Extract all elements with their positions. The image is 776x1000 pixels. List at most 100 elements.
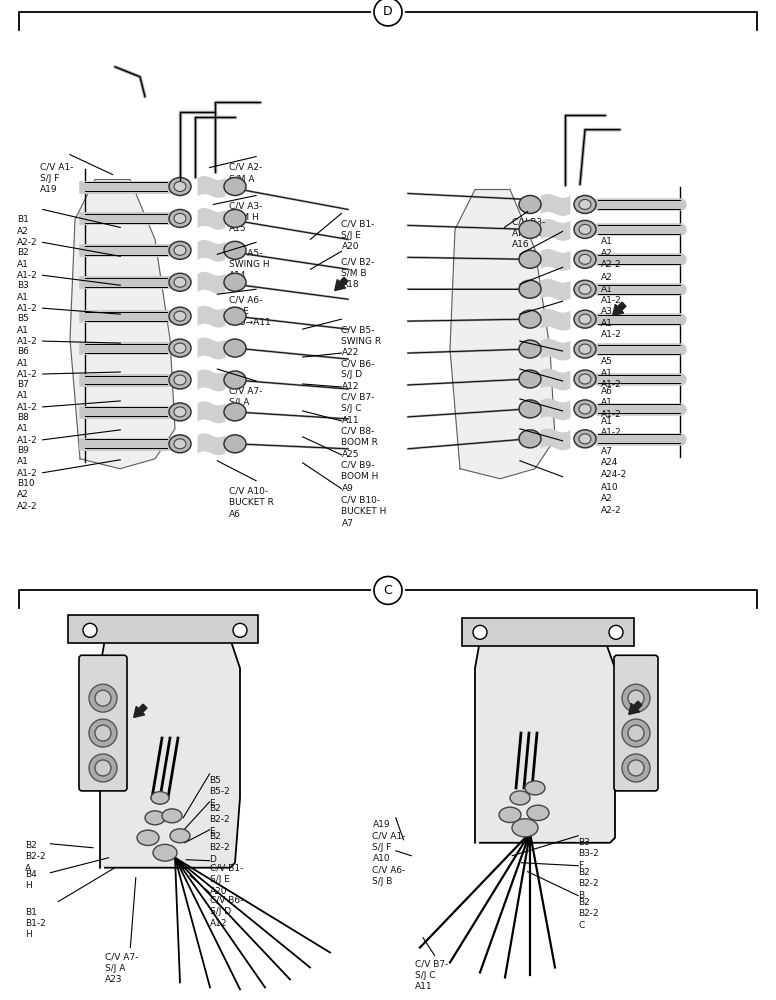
Ellipse shape	[174, 245, 186, 255]
Circle shape	[622, 719, 650, 747]
Text: B6
A1
A1-2: B6 A1 A1-2	[17, 347, 38, 379]
Ellipse shape	[499, 807, 521, 823]
Ellipse shape	[574, 400, 596, 418]
Text: B4
H: B4 H	[25, 870, 36, 890]
Text: C/V B9-
BOOM H
A9: C/V B9- BOOM H A9	[341, 461, 379, 493]
Polygon shape	[450, 189, 555, 479]
Circle shape	[95, 690, 111, 706]
Circle shape	[233, 623, 247, 637]
Ellipse shape	[519, 195, 541, 213]
Text: C/V A2-
S/M A
A17: C/V A2- S/M A A17	[229, 163, 262, 194]
Ellipse shape	[224, 371, 246, 389]
Circle shape	[374, 576, 402, 604]
Text: C/V B10-
BUCKET H
A7: C/V B10- BUCKET H A7	[341, 496, 386, 528]
Ellipse shape	[174, 213, 186, 223]
Text: A2
A1
A1-2: A2 A1 A1-2	[601, 273, 622, 305]
Ellipse shape	[224, 307, 246, 325]
FancyArrow shape	[334, 277, 348, 291]
Ellipse shape	[162, 809, 182, 823]
Text: B2
B2-2
B: B2 B2-2 B	[578, 868, 599, 900]
Ellipse shape	[574, 195, 596, 213]
Text: B10
A2
A2-2: B10 A2 A2-2	[17, 479, 38, 511]
Text: A10
C/V A6-
S/J B: A10 C/V A6- S/J B	[372, 854, 406, 886]
Circle shape	[628, 760, 644, 776]
Text: B8
A1
A1-2: B8 A1 A1-2	[17, 413, 38, 445]
Ellipse shape	[169, 339, 191, 357]
Text: C/V B5-
SWING R
A22: C/V B5- SWING R A22	[341, 325, 382, 357]
Ellipse shape	[174, 439, 186, 449]
Ellipse shape	[519, 310, 541, 328]
FancyBboxPatch shape	[614, 655, 658, 791]
Ellipse shape	[174, 277, 186, 287]
Text: B1
B1-2
H: B1 B1-2 H	[25, 908, 46, 939]
Text: A7
A24
A24-2: A7 A24 A24-2	[601, 447, 628, 479]
FancyArrow shape	[629, 701, 642, 714]
FancyArrow shape	[133, 704, 147, 717]
Text: A1
A2
A2-2: A1 A2 A2-2	[601, 237, 622, 269]
Ellipse shape	[224, 339, 246, 357]
Text: B5
A1
A1-2: B5 A1 A1-2	[17, 314, 38, 346]
Ellipse shape	[525, 781, 545, 795]
Polygon shape	[70, 180, 175, 469]
Ellipse shape	[174, 375, 186, 385]
Text: C/V B7-
S/J C
A11: C/V B7- S/J C A11	[415, 959, 449, 991]
Circle shape	[622, 754, 650, 782]
Text: A19
C/V A1-
S/J F: A19 C/V A1- S/J F	[372, 820, 406, 852]
Ellipse shape	[579, 284, 591, 294]
Text: B9
A1
A1-2: B9 A1 A1-2	[17, 446, 38, 478]
Ellipse shape	[169, 307, 191, 325]
Text: B7
A1
A1-2: B7 A1 A1-2	[17, 380, 38, 412]
Text: C/V A6-
S/J E
A10→A11: C/V A6- S/J E A10→A11	[229, 295, 272, 327]
Text: B2
A1
A1-2: B2 A1 A1-2	[17, 248, 38, 280]
Circle shape	[609, 625, 623, 639]
Polygon shape	[100, 638, 240, 868]
Text: B3
A1
A1-2: B3 A1 A1-2	[17, 281, 38, 313]
FancyArrow shape	[613, 302, 626, 315]
Ellipse shape	[224, 241, 246, 259]
Text: A1
A1-2: A1 A1-2	[601, 417, 622, 437]
Ellipse shape	[174, 182, 186, 191]
Circle shape	[89, 754, 117, 782]
Circle shape	[628, 725, 644, 741]
Text: C/V A10-
BUCKET R
A6: C/V A10- BUCKET R A6	[229, 487, 274, 519]
Ellipse shape	[169, 435, 191, 453]
Text: C/V B1-
S/J E
A20: C/V B1- S/J E A20	[341, 219, 375, 251]
Circle shape	[95, 760, 111, 776]
Text: B5
B5-2
E: B5 B5-2 E	[210, 776, 230, 808]
Text: C: C	[383, 584, 393, 597]
Ellipse shape	[169, 178, 191, 195]
Circle shape	[628, 690, 644, 706]
Text: C/V B8-
BOOM R
A25: C/V B8- BOOM R A25	[341, 427, 379, 459]
FancyBboxPatch shape	[79, 655, 127, 791]
Ellipse shape	[574, 280, 596, 298]
Ellipse shape	[170, 829, 190, 843]
Ellipse shape	[153, 844, 177, 861]
Ellipse shape	[519, 430, 541, 448]
Circle shape	[95, 725, 111, 741]
Ellipse shape	[224, 273, 246, 291]
Ellipse shape	[169, 273, 191, 291]
Ellipse shape	[527, 805, 549, 821]
Ellipse shape	[579, 344, 591, 354]
Ellipse shape	[151, 792, 169, 804]
Ellipse shape	[579, 254, 591, 264]
Text: B2
B2-2
A: B2 B2-2 A	[25, 841, 46, 873]
Ellipse shape	[169, 371, 191, 389]
Ellipse shape	[574, 220, 596, 238]
Ellipse shape	[519, 400, 541, 418]
Ellipse shape	[174, 407, 186, 417]
Circle shape	[374, 0, 402, 26]
Ellipse shape	[574, 340, 596, 358]
Ellipse shape	[579, 434, 591, 444]
Circle shape	[83, 623, 97, 637]
Ellipse shape	[519, 340, 541, 358]
Ellipse shape	[174, 343, 186, 353]
Ellipse shape	[579, 404, 591, 414]
Text: C/V A1-
S/J F
A19: C/V A1- S/J F A19	[40, 163, 74, 194]
Ellipse shape	[579, 314, 591, 324]
Ellipse shape	[574, 310, 596, 328]
Ellipse shape	[512, 819, 538, 837]
Circle shape	[473, 625, 487, 639]
Ellipse shape	[145, 811, 165, 825]
Text: B3
B3-2
F: B3 B3-2 F	[578, 838, 599, 870]
